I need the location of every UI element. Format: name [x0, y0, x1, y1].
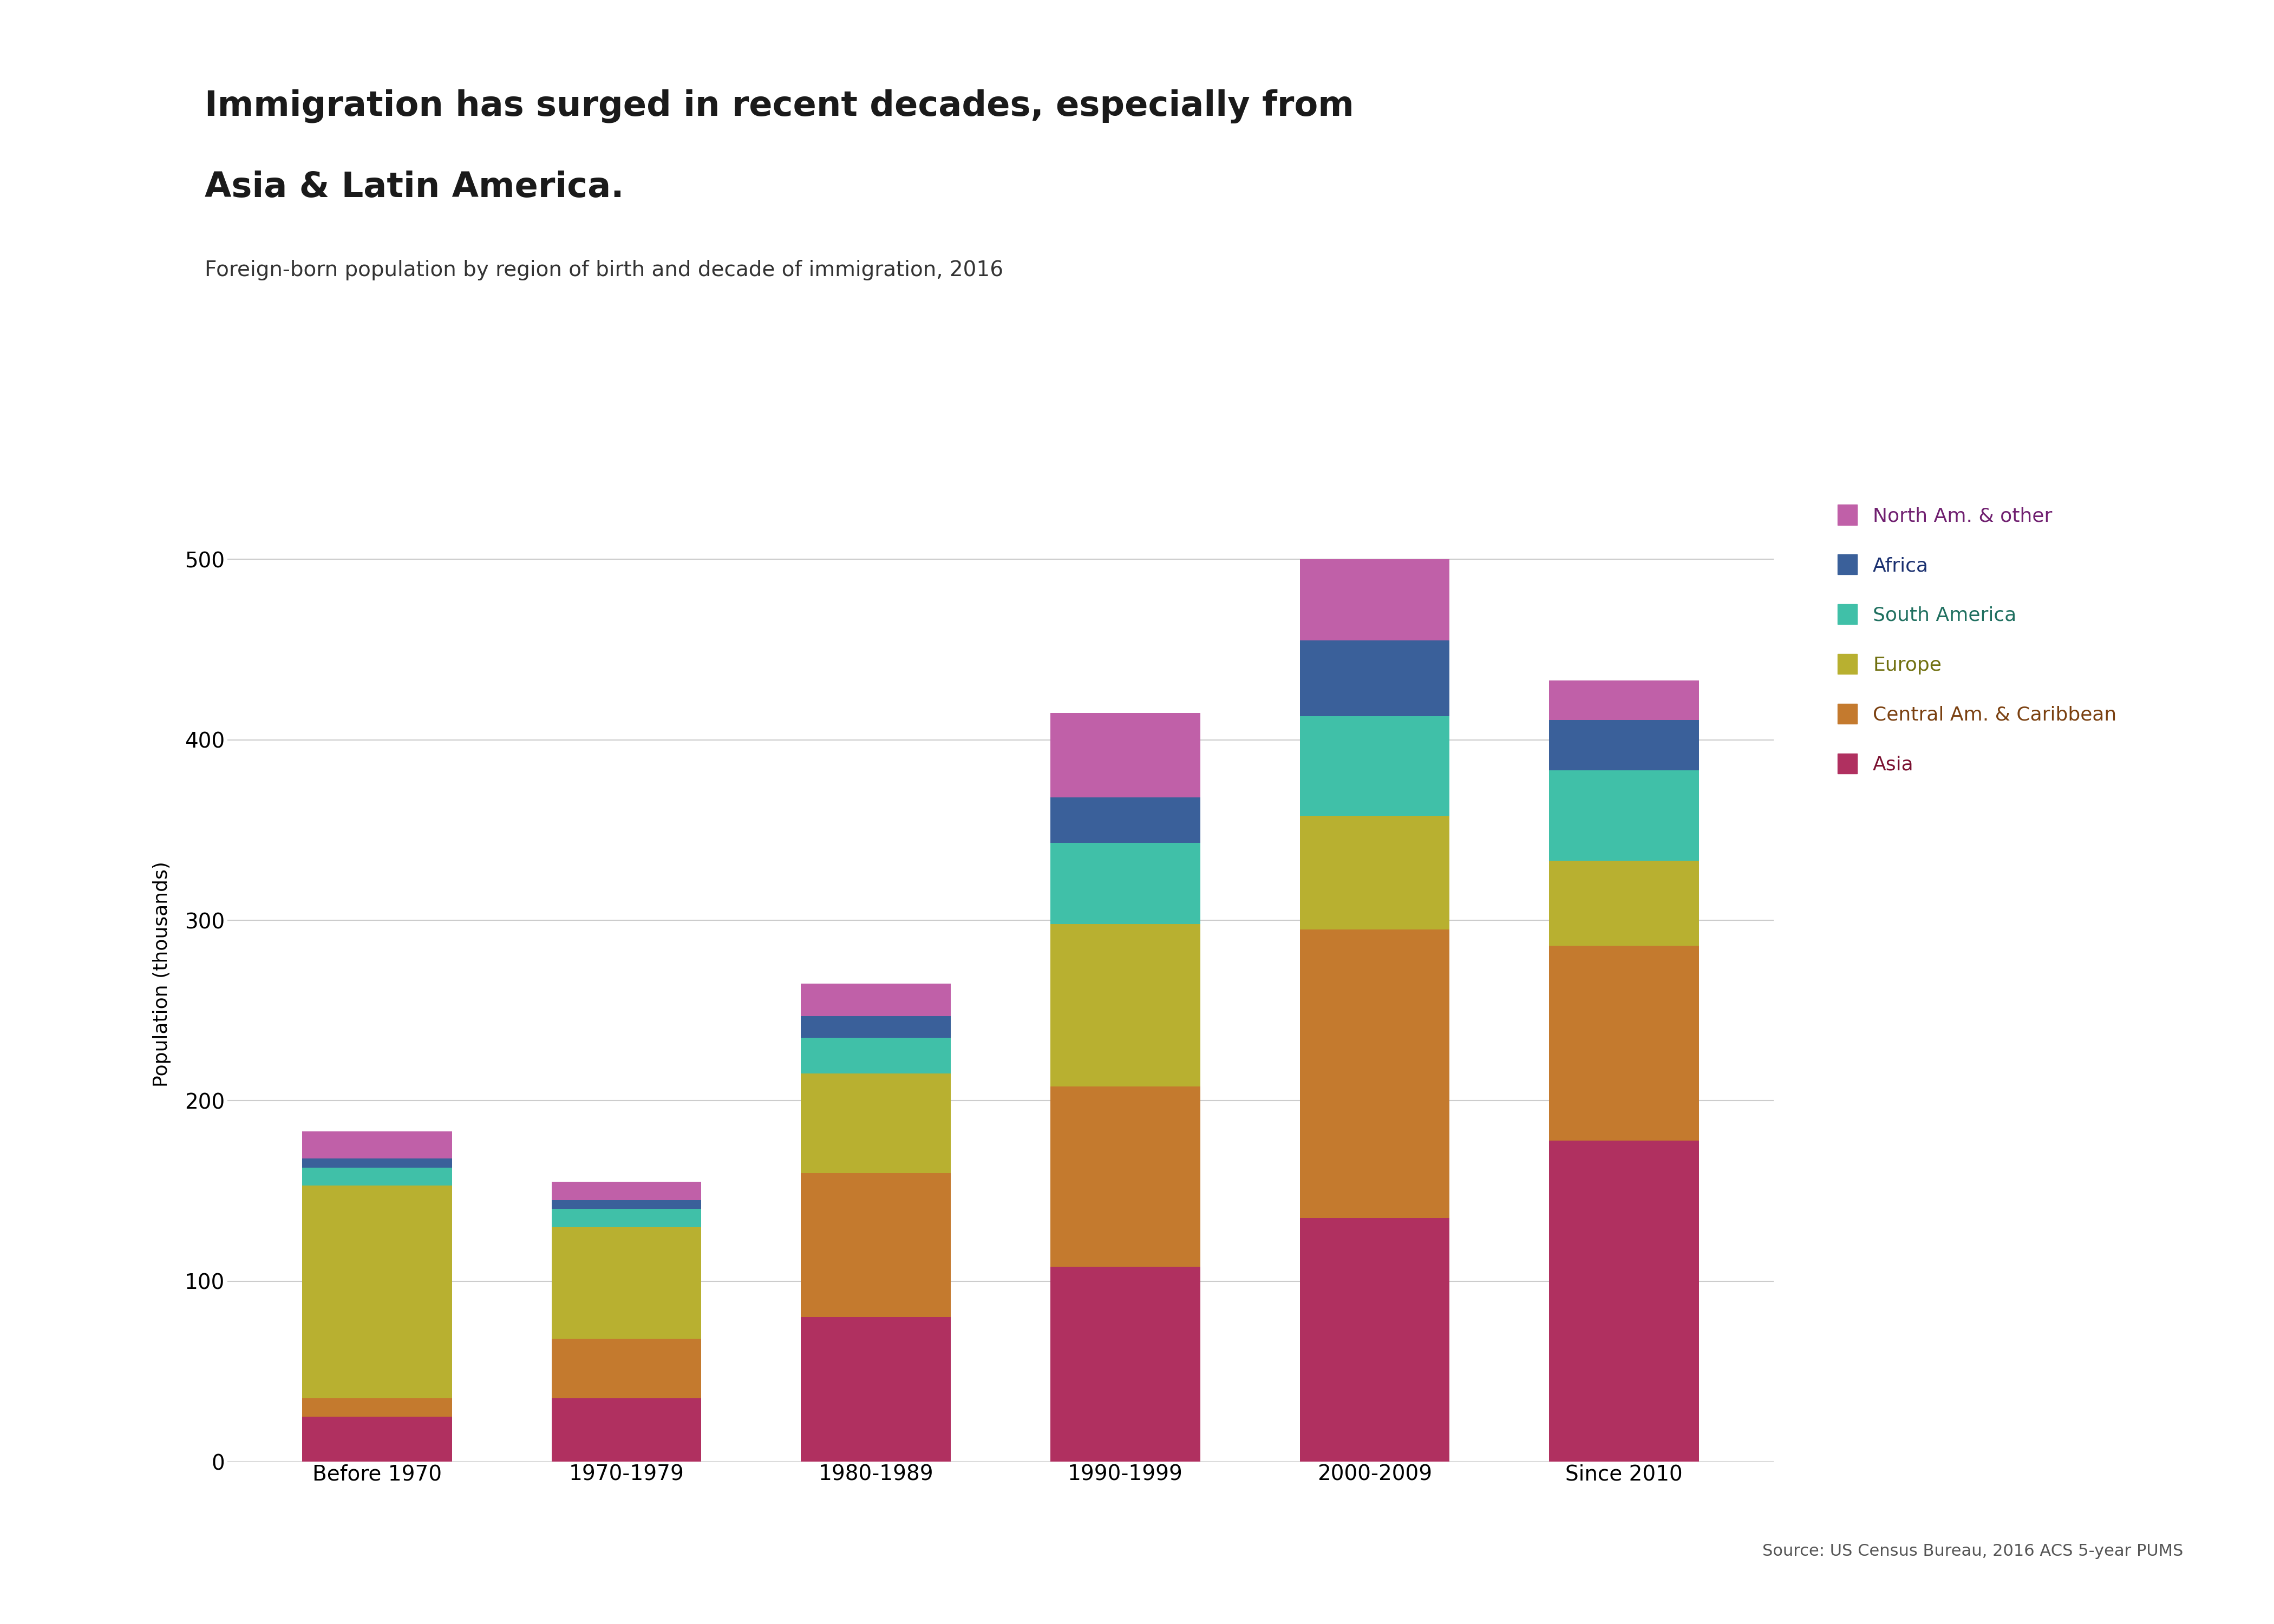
Bar — [800, 984, 951, 1017]
Bar — [1549, 1140, 1699, 1462]
Bar — [1301, 929, 1449, 1218]
Bar — [553, 1338, 700, 1398]
Bar — [553, 1208, 700, 1228]
Y-axis label: Population (thousands): Population (thousands) — [152, 862, 171, 1086]
Bar — [553, 1398, 700, 1462]
Bar — [1549, 770, 1699, 861]
Bar — [1301, 559, 1449, 640]
Bar — [553, 1228, 700, 1338]
Legend: North Am. & other, Africa, South America, Europe, Central Am. & Caribbean, Asia: North Am. & other, Africa, South America… — [1831, 497, 2124, 781]
Bar — [553, 1200, 700, 1208]
Bar — [1301, 1218, 1449, 1462]
Bar — [302, 1158, 453, 1168]
Bar — [1549, 680, 1699, 719]
Bar — [1051, 797, 1201, 843]
Bar — [302, 1168, 453, 1186]
Bar — [1051, 843, 1201, 924]
Bar — [1301, 640, 1449, 716]
Bar — [1549, 945, 1699, 1140]
Bar — [302, 1132, 453, 1158]
Bar — [800, 1317, 951, 1462]
Text: Asia & Latin America.: Asia & Latin America. — [205, 171, 623, 205]
Bar — [800, 1038, 951, 1073]
Bar — [302, 1186, 453, 1398]
Bar — [1549, 861, 1699, 945]
Bar — [1051, 1086, 1201, 1267]
Text: Foreign-born population by region of birth and decade of immigration, 2016: Foreign-born population by region of bir… — [205, 260, 1003, 281]
Bar — [1051, 924, 1201, 1086]
Bar — [1301, 716, 1449, 815]
Bar — [1051, 713, 1201, 797]
Bar — [800, 1173, 951, 1317]
Bar — [302, 1416, 453, 1462]
Bar — [1549, 719, 1699, 770]
Bar — [1301, 815, 1449, 929]
Bar — [553, 1182, 700, 1200]
Bar — [1051, 1267, 1201, 1462]
Bar — [302, 1398, 453, 1416]
Bar — [800, 1073, 951, 1173]
Text: Source: US Census Bureau, 2016 ACS 5-year PUMS: Source: US Census Bureau, 2016 ACS 5-yea… — [1762, 1543, 2183, 1559]
Text: Immigration has surged in recent decades, especially from: Immigration has surged in recent decades… — [205, 89, 1353, 123]
Bar — [800, 1017, 951, 1038]
